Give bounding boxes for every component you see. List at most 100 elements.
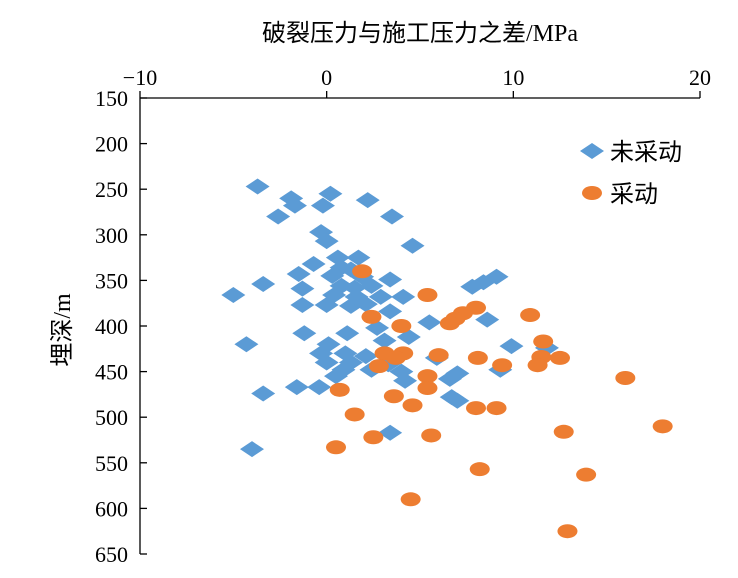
x-tick-label: 20 (689, 65, 711, 90)
circle-point (553, 424, 574, 439)
diamond-point (234, 336, 259, 353)
diamond-point (251, 276, 276, 293)
diamond-point (393, 372, 418, 389)
circle-point (576, 467, 597, 482)
diamond-point (368, 288, 393, 305)
circle-point (533, 334, 554, 349)
diamond-point (372, 332, 397, 349)
circle-point (466, 401, 486, 416)
circle-point (486, 401, 507, 416)
diamond-point (240, 441, 264, 458)
y-axis-label: 埋深/m (49, 293, 76, 367)
diamond-point (355, 192, 380, 209)
diamond-point (335, 325, 360, 342)
diamond-point (346, 249, 371, 266)
circle-point (417, 381, 438, 396)
circle-point (421, 428, 442, 443)
diamond-point (314, 354, 339, 371)
x-tick-label: 10 (502, 65, 524, 90)
diamond-point (437, 370, 462, 387)
legend-label: 未采动 (610, 139, 682, 166)
diamond-point (378, 271, 403, 288)
diamond-point (310, 197, 335, 214)
series-2 (326, 264, 673, 539)
y-tick-label: 350 (95, 268, 128, 293)
axes: −10 0 10 20 150 200 250 300 350 400 450 500 550 600 65… (95, 65, 711, 567)
diamond-point (292, 325, 317, 342)
circle-point (469, 462, 490, 477)
diamond-point (251, 385, 276, 402)
diamond-point (307, 379, 332, 396)
diamond-point (290, 280, 315, 297)
circle-point (363, 430, 384, 445)
circle-point (439, 316, 460, 331)
circle-point (492, 358, 513, 373)
circle-point (428, 348, 449, 363)
circle-point (352, 264, 373, 279)
diamond-point (320, 267, 345, 284)
diamond-point (318, 185, 343, 202)
circle-point (361, 309, 382, 324)
series-1 (221, 178, 559, 458)
y-tick-label: 600 (95, 496, 128, 521)
diamond-point (445, 392, 470, 409)
diamond-point (284, 379, 309, 396)
diamond-point (221, 286, 246, 303)
diamond-point (359, 277, 384, 294)
diamond-point (353, 348, 378, 365)
y-tick-label: 150 (95, 86, 128, 111)
circle-point (652, 419, 673, 434)
circle-point (400, 492, 421, 507)
circle-point (550, 350, 570, 365)
circle-point (385, 350, 406, 365)
circle-point (417, 287, 438, 302)
diamond-point (475, 311, 500, 328)
diamond-point (338, 297, 363, 314)
diamond-point (324, 368, 348, 385)
diamond-point (396, 328, 421, 345)
y-tick-label: 300 (95, 223, 128, 248)
diamond-point (417, 314, 442, 331)
circle-point (329, 382, 350, 397)
circle-point (402, 398, 423, 413)
y-tick-label: 550 (95, 451, 128, 476)
diamond-point (499, 338, 524, 355)
circle-point (467, 350, 488, 365)
diamond-point (378, 424, 403, 441)
circle-point (520, 308, 541, 323)
diamond-point (266, 208, 291, 225)
diamond-point (286, 266, 311, 283)
circle-point (527, 358, 548, 373)
chart-title: 破裂压力与施工压力之差/MPa (262, 20, 578, 47)
circle-point (417, 369, 438, 384)
circle-point (326, 440, 346, 455)
diamond-point (460, 278, 485, 295)
legend-marker (580, 143, 604, 159)
data-points (221, 178, 673, 539)
y-tick-label: 250 (95, 177, 128, 202)
diamond-point (391, 288, 416, 305)
diamond-point (301, 255, 326, 272)
x-tick-label: −10 (123, 65, 157, 90)
y-tick-label: 650 (95, 542, 128, 567)
diamond-point (314, 233, 339, 250)
diamond-point (378, 303, 403, 320)
diamond-point (314, 297, 339, 314)
diamond-point (380, 208, 404, 225)
y-tick-label: 200 (95, 132, 128, 157)
circle-point (391, 319, 412, 333)
circle-point (344, 407, 365, 422)
diamond-point (245, 178, 270, 195)
legend-label: 采动 (610, 181, 658, 208)
diamond-point (400, 237, 425, 254)
circle-point (368, 359, 389, 374)
circle-point (383, 389, 404, 404)
legend-marker (582, 186, 602, 200)
y-tick-label: 500 (95, 405, 128, 430)
circle-point (615, 370, 636, 385)
diamond-point (282, 197, 307, 214)
diamond-point (290, 297, 315, 314)
diamond-point (353, 296, 378, 313)
